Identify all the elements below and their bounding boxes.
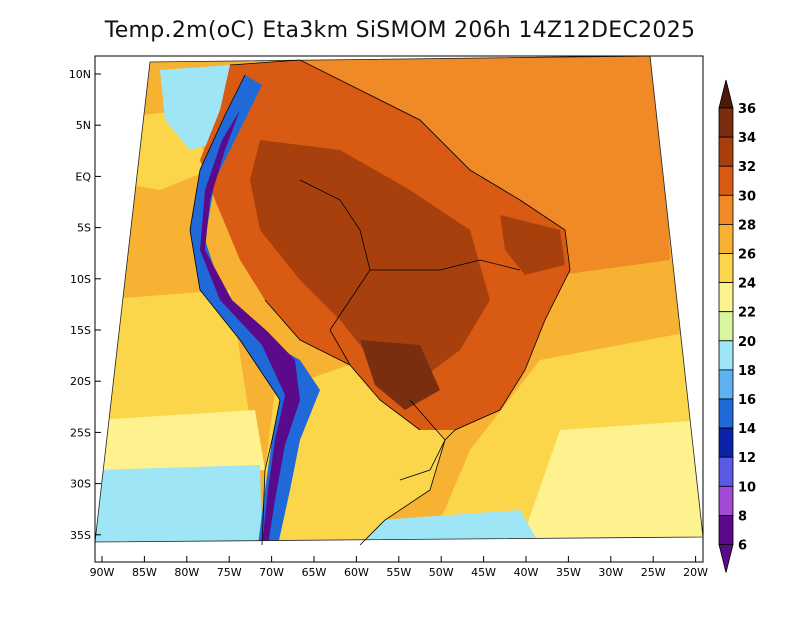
colorbar-label: 20 [738, 335, 756, 350]
lon-label: 50W [429, 566, 454, 579]
lat-label: 10N [69, 68, 91, 81]
colorbar-label: 16 [738, 393, 756, 408]
lat-label: 5S [77, 222, 91, 235]
colorbar-label: 8 [738, 509, 747, 524]
lat-label: 10S [70, 273, 91, 286]
andes-very-cold [200, 110, 300, 542]
colorbar-label: 24 [738, 277, 756, 292]
colorbar-label: 12 [738, 451, 756, 466]
lon-label: 25W [641, 566, 666, 579]
lon-label: 75W [217, 566, 242, 579]
lon-label: 90W [90, 566, 115, 579]
ocean-mild-pacific [95, 290, 250, 440]
land-hotspot-ne [500, 215, 565, 275]
ocean-cool-atlantic [520, 420, 703, 542]
lon-label: 65W [302, 566, 327, 579]
colorbar-top-arrow [718, 79, 734, 109]
colorbar-segment [718, 223, 734, 254]
colorbar-segment [718, 398, 734, 429]
land-hotspot [360, 340, 440, 410]
longitude-axis: 90W 85W 80W 75W 70W 65W 60W 55W 50W 45W 40W 35W 30W 2… [90, 556, 708, 579]
colorbar-label: 14 [738, 422, 756, 437]
country-borders [189, 59, 571, 546]
lon-label: 70W [259, 566, 284, 579]
lat-label: 30S [70, 478, 91, 491]
latitude-axis: 10N 5N EQ 5S 10S 15S 20S 25S 30S 35S [69, 68, 101, 542]
ocean-cold-atlantic [360, 510, 540, 542]
lat-label: 35S [70, 529, 91, 542]
colorbar-segment [718, 311, 734, 342]
ocean-cool-pacific [95, 410, 265, 480]
colorbar-segment [718, 253, 734, 284]
lon-label: 30W [598, 566, 623, 579]
lat-label: EQ [75, 170, 91, 183]
lon-label: 20W [683, 566, 708, 579]
colorbar-label: 36 [738, 102, 756, 117]
colorbar-segment [718, 340, 734, 371]
colorbar-label: 10 [738, 480, 756, 495]
colorbar-segment [718, 194, 734, 225]
colorbar-segment [718, 456, 734, 487]
lat-label: 15S [70, 324, 91, 337]
ocean-cold-pacific [95, 465, 262, 542]
map-field [95, 56, 703, 542]
colorbar-label: 32 [738, 160, 756, 175]
lon-label: 35W [556, 566, 581, 579]
colorbar-segment [718, 515, 734, 545]
colorbar-segment [718, 136, 734, 167]
colorbar-label: 22 [738, 306, 756, 321]
lat-label: 20S [70, 375, 91, 388]
lon-label: 60W [344, 566, 369, 579]
lon-label: 55W [386, 566, 411, 579]
colorbar: 36 34 32 30 28 26 24 22 20 18 16 14 12 10 8 6 [718, 79, 756, 573]
colorbar-label: 30 [738, 189, 756, 204]
lon-label: 40W [514, 566, 539, 579]
colorbar-segment [718, 369, 734, 400]
lon-label: 45W [471, 566, 496, 579]
colorbar-segment [718, 282, 734, 313]
colorbar-label: 18 [738, 364, 756, 379]
colorbar-bottom-arrow [718, 544, 734, 573]
colorbar-label: 26 [738, 248, 756, 263]
lat-label: 5N [76, 119, 91, 132]
colorbar-segment [718, 165, 734, 196]
map-title: Temp.2m(oC) Eta3km SiSMOM 206h 14Z12DEC2… [104, 18, 696, 43]
colorbar-segment [718, 427, 734, 458]
lat-label: 25S [70, 426, 91, 439]
land-interior [250, 140, 490, 380]
lon-label: 80W [174, 566, 199, 579]
colorbar-label: 34 [738, 131, 756, 146]
colorbar-segment [718, 107, 734, 138]
colorbar-label: 6 [738, 539, 747, 554]
lon-label: 85W [132, 566, 157, 579]
colorbar-segment [718, 485, 734, 516]
colorbar-label: 28 [738, 218, 756, 233]
